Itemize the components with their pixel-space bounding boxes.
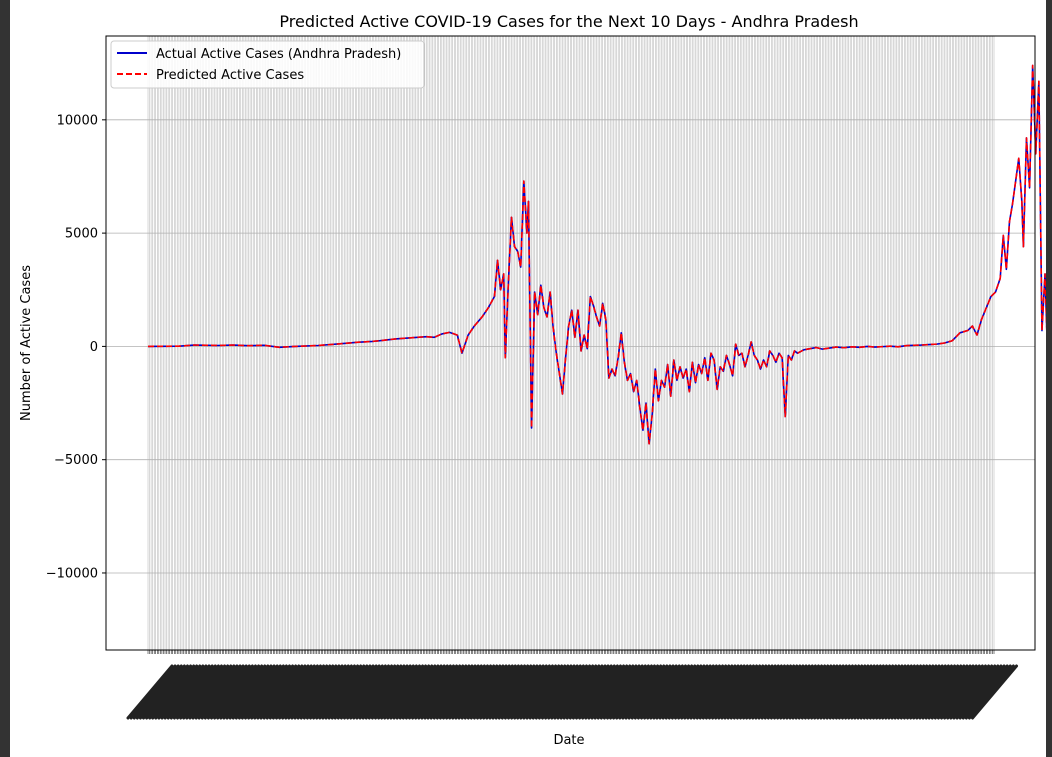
legend-box: [110, 40, 425, 89]
legend: Actual Active Cases (Andhra Pradesh) Pre…: [110, 40, 425, 89]
y-tick-label: 10000: [57, 113, 98, 128]
y-axis: −10000 −5000 0 5000 10000: [46, 113, 106, 581]
y-tick-label: 0: [90, 340, 98, 355]
legend-actual-label: Actual Active Cases (Andhra Pradesh): [156, 47, 401, 62]
chart-figure: Predicted Active COVID-19 Cases for the …: [10, 0, 1046, 757]
plot-frame: [105, 35, 1036, 651]
x-axis-ticks: [126, 650, 1018, 720]
chart-title: Predicted Active COVID-19 Cases for the …: [279, 12, 858, 31]
y-grid: [106, 119, 1035, 574]
chart-svg: Predicted Active COVID-19 Cases for the …: [19, 12, 1046, 748]
x-axis-label: Date: [553, 733, 584, 748]
y-tick-label: −10000: [46, 566, 98, 581]
x-grid: [147, 36, 995, 650]
y-axis-label: Number of Active Cases: [19, 265, 34, 421]
y-tick-label: −5000: [54, 453, 98, 468]
legend-predicted-label: Predicted Active Cases: [156, 68, 304, 83]
x-ticks: [147, 650, 995, 654]
x-tick-labels: [126, 664, 1018, 720]
y-tick-label: 5000: [65, 227, 98, 242]
predicted-cases-line: [147, 64, 1046, 445]
plot-series: [147, 64, 1046, 445]
x-gridlines: [147, 36, 995, 650]
